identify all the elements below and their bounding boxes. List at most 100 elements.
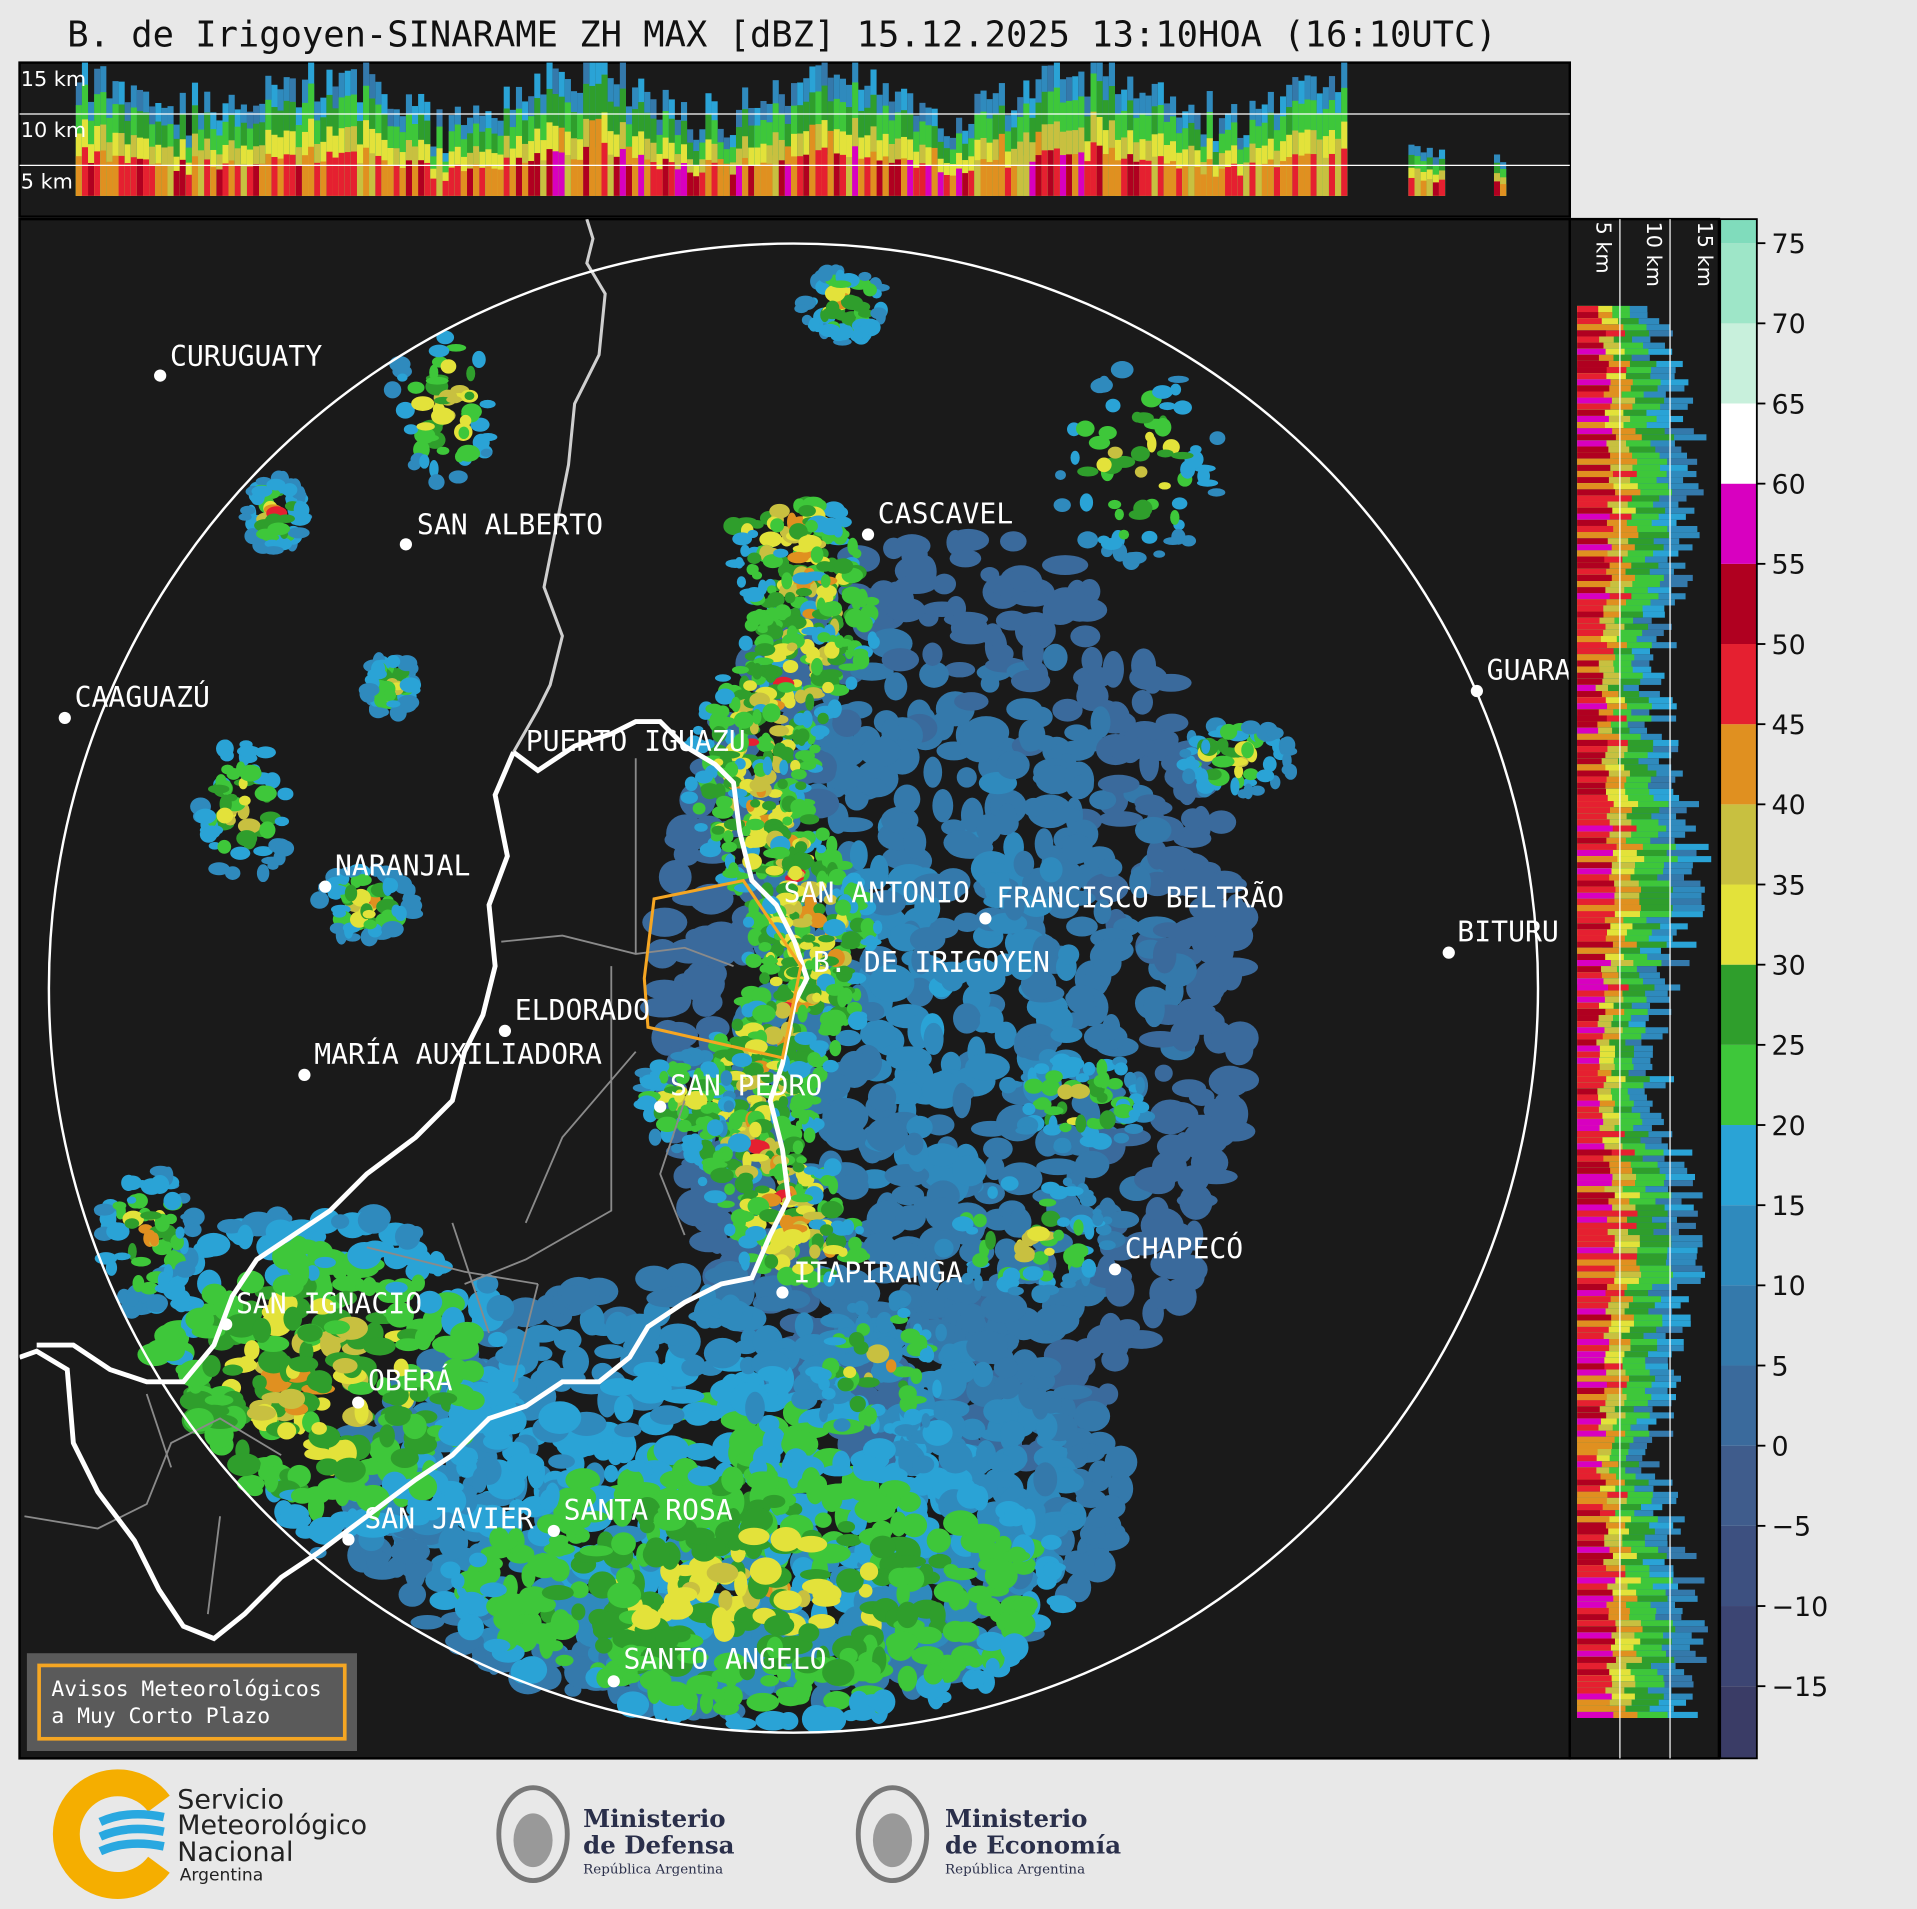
echo-cell [246,1405,277,1421]
echo-cell [794,1312,814,1339]
section-echo [723,175,730,196]
echo-cell [459,1390,485,1411]
echo-cell [699,842,722,858]
echo-cell [428,344,450,358]
echo-cell [472,1467,488,1493]
echo-cell [227,1453,261,1477]
echo-cell [459,1447,479,1468]
echo-cell [1004,1504,1028,1527]
echo-cell [1000,1633,1029,1662]
section-echo [1078,152,1085,196]
echo-cell [374,693,387,708]
echo-cell [860,937,882,947]
echo-cell [832,1222,852,1236]
section-echo [894,159,902,196]
echo-cell [959,1418,986,1441]
echo-cell [814,1512,832,1528]
echo-cell [1081,646,1103,675]
echo-cell [897,1491,921,1512]
echo-cell [786,642,798,652]
section-echo [778,160,785,196]
echo-cell [646,1289,688,1308]
echo-cell [852,1455,884,1482]
echo-cell [565,1468,601,1492]
section-echo [943,174,950,196]
echo-cell [781,572,793,590]
echo-cell [710,832,723,842]
echo-cell [277,787,294,801]
echo-cell [912,1455,935,1474]
echo-cell [953,912,981,933]
echo-cell [762,1494,786,1509]
section-echo [742,157,749,196]
echo-cell [983,1137,1013,1161]
section-echo [320,161,327,196]
echo-cell [267,861,279,870]
echo-cell [926,1367,967,1401]
echo-cell [287,527,310,539]
echo-cell [894,575,937,595]
section-echo [473,164,480,196]
echo-cell [1003,1611,1036,1638]
echo-cell [790,798,808,816]
echo-cell [657,1606,674,1622]
echo-cell [239,795,251,806]
section-echo [94,151,101,196]
echo-cell [1047,587,1084,617]
echo-cell [978,1558,1003,1571]
echo-cell [789,523,808,540]
echo-cell [1089,790,1117,810]
echo-cell [1052,698,1083,722]
echo-cell [405,1558,426,1589]
echo-cell [823,894,838,905]
echo-cell [855,1225,864,1235]
section-echo [1341,148,1348,196]
echo-cell [397,694,420,711]
echo-cell [896,1601,919,1629]
echo-cell [495,1346,530,1366]
echo-cell [786,625,798,642]
section-echo [919,163,926,196]
echo-cell [762,703,781,723]
echo-cell [980,1291,1028,1324]
echo-cell [862,1438,896,1462]
echo-cell [263,546,284,555]
echo-cell [843,1709,859,1722]
echo-cell [993,953,1017,977]
echo-cell [762,1654,785,1670]
echo-cell [774,604,792,621]
echo-cell [1194,872,1228,905]
echo-cell [1034,1304,1080,1336]
echo-cell [782,816,793,826]
echo-cell [1097,1255,1117,1287]
echo-cell [1215,920,1254,952]
echo-cell [1177,1007,1225,1035]
section-echo [179,159,186,196]
section-echo [772,155,779,196]
section-echo [75,156,82,196]
echo-cell [740,544,750,557]
echo-cell [487,1331,508,1348]
echo-cell [196,1232,231,1257]
echo-cell [824,641,840,659]
echo-cell [362,1277,377,1297]
echo-cell [538,1401,582,1435]
echo-cell [236,745,261,757]
echo-cell [773,548,789,558]
echo-cell [808,912,827,929]
echo-cell [923,1022,944,1056]
section-echo [882,156,889,196]
echo-cell [838,1479,869,1498]
section-echo [185,174,192,196]
echo-cell [725,1717,757,1731]
echo-cell [774,892,798,908]
echo-cell [230,846,251,860]
echo-cell [799,1569,832,1581]
echo-cell [745,1226,767,1241]
echo-cell [731,1052,753,1068]
echo-cell [308,1516,342,1545]
echo-cell [384,1406,411,1426]
echo-cell [798,534,822,550]
echo-cell [712,716,736,727]
section-echo [1011,165,1018,196]
